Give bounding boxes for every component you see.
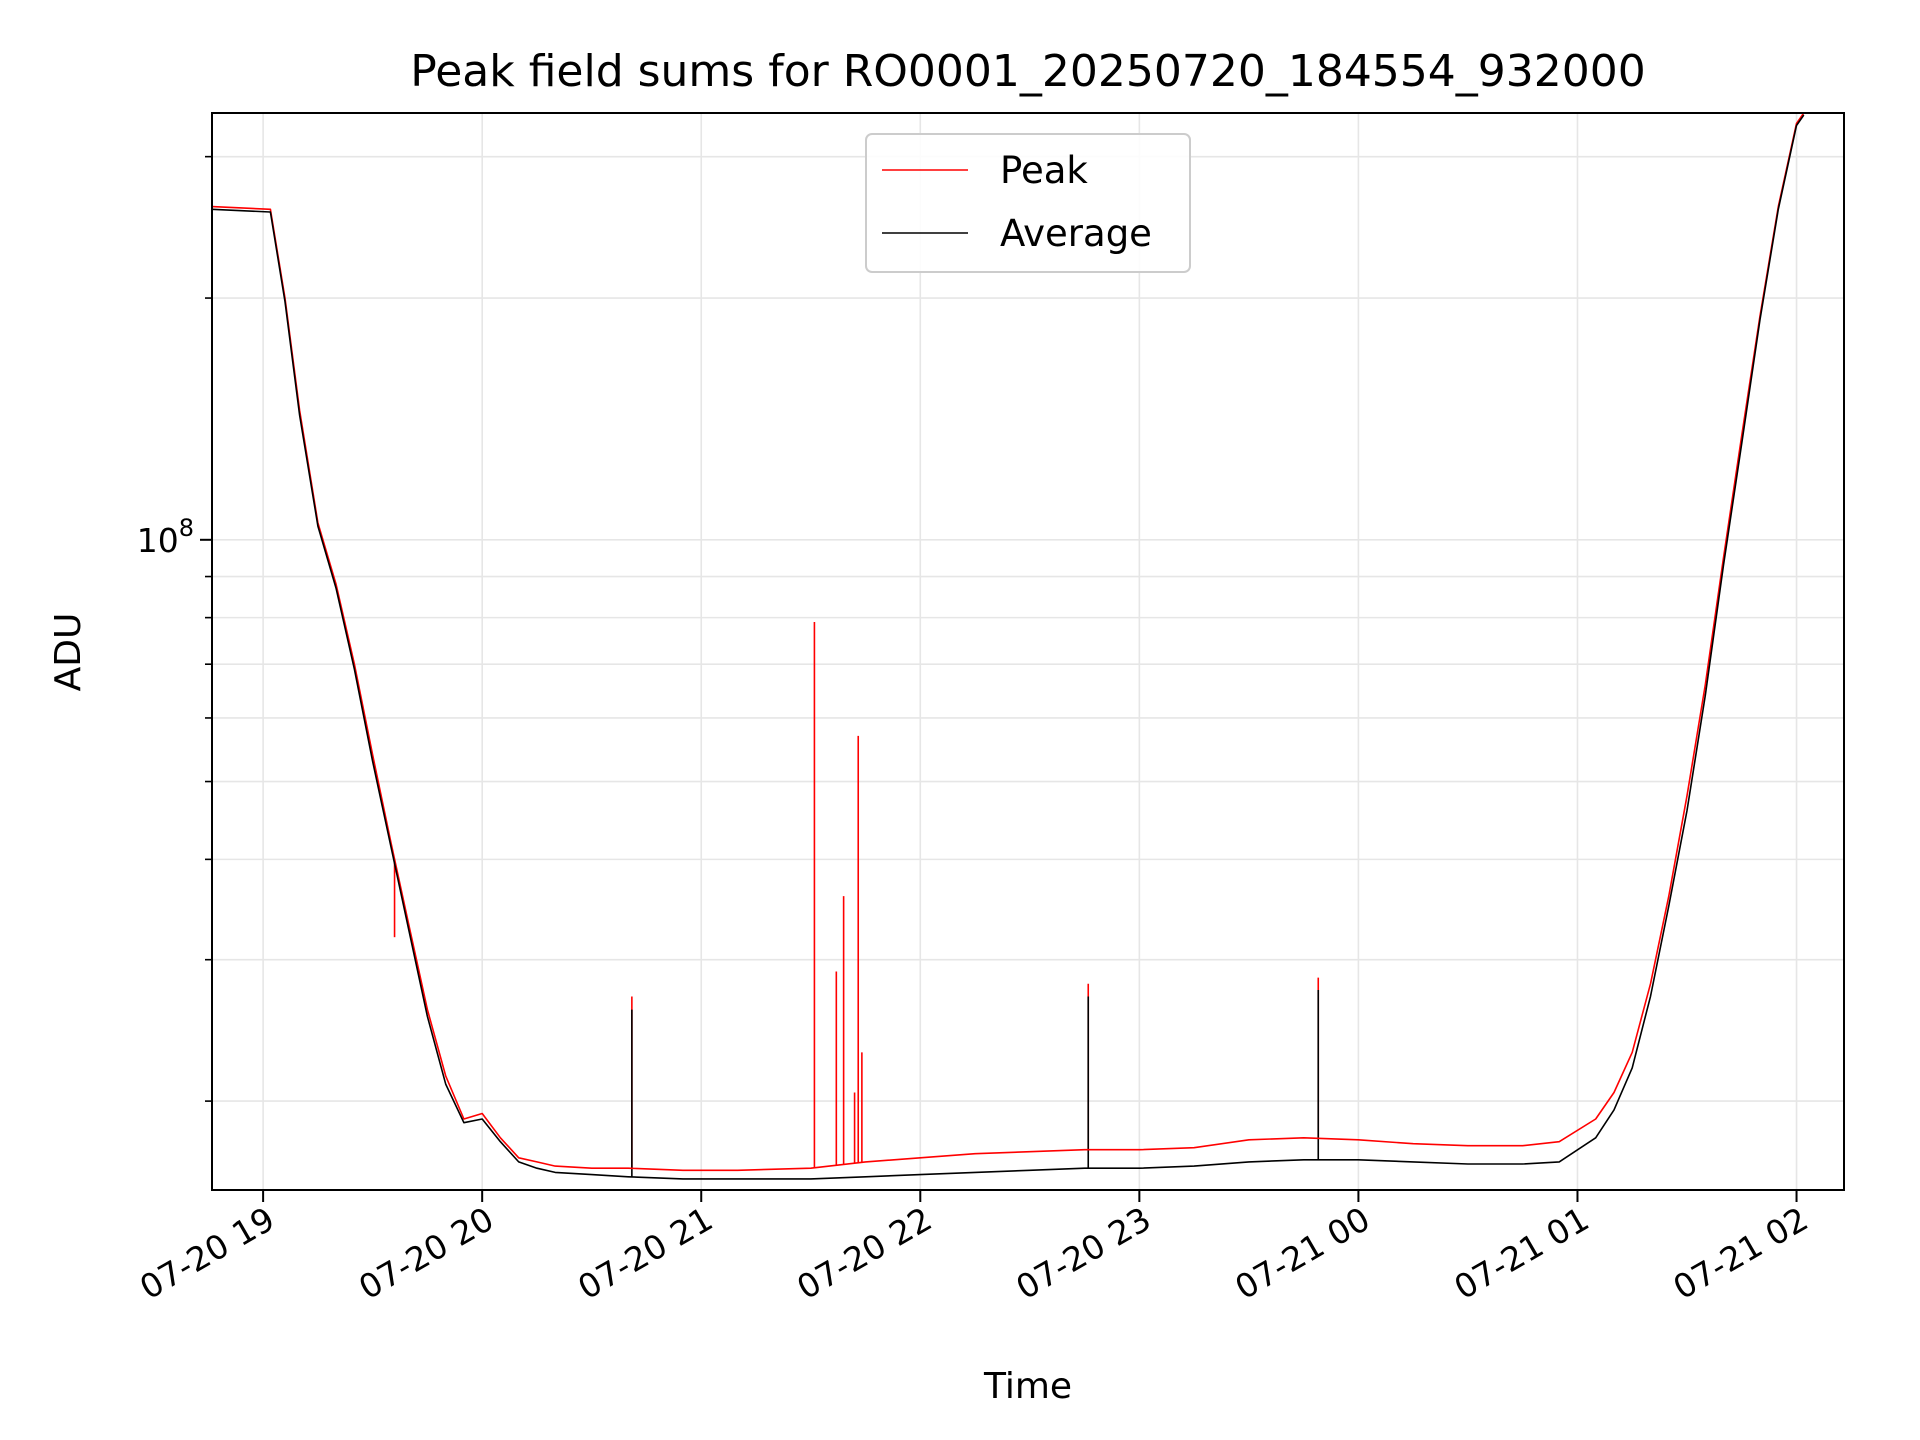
plot-frame (211, 112, 1845, 1191)
y-tick-label: 108 (137, 514, 194, 560)
legend: Peak Average (865, 133, 1191, 273)
y-ticks: 108 (137, 155, 212, 1102)
series-lines (211, 112, 1805, 1180)
series-line-peak (211, 112, 1805, 1172)
y-axis-label: ADU (48, 613, 89, 692)
grid (212, 113, 1844, 1190)
legend-label-average: Average (1000, 212, 1152, 255)
chart-title: Peak field sums for RO0001_20250720_1845… (410, 46, 1646, 97)
legend-label-peak: Peak (1000, 149, 1088, 192)
series-line-average (211, 114, 1805, 1180)
x-axis-label: Time (983, 1366, 1072, 1407)
spikes (393, 622, 1320, 1177)
legend-box (865, 133, 1191, 273)
